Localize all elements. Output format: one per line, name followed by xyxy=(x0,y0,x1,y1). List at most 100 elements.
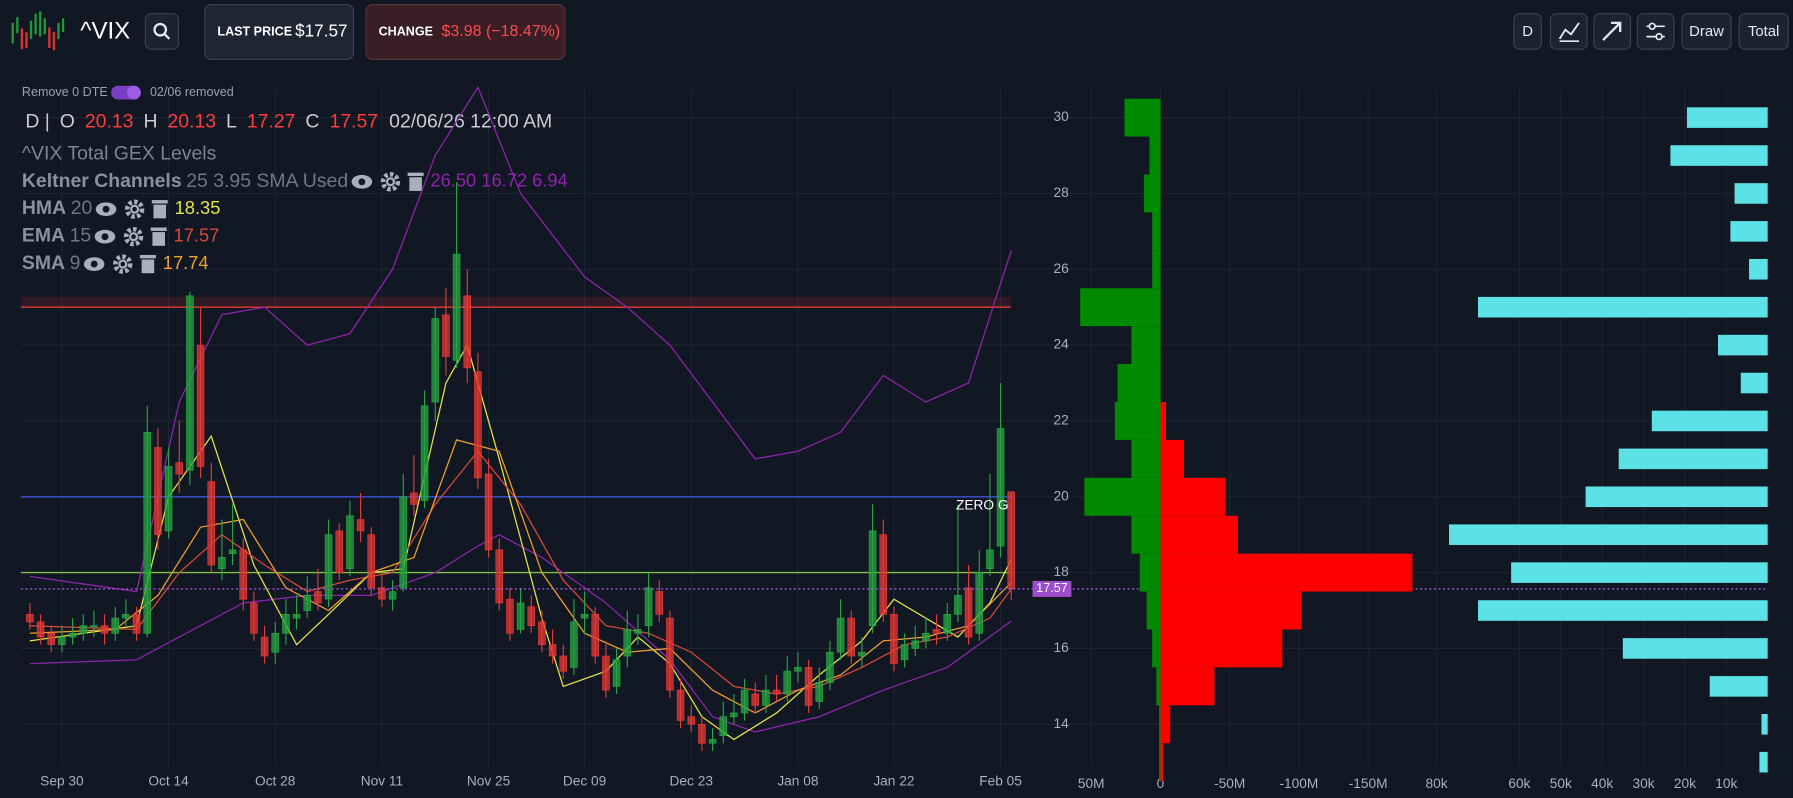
ohlc-legend: D | O 20.13 H 20.13 L 17.27 C 17.57 02/0… xyxy=(25,110,552,132)
indicator-value: 17.74 xyxy=(163,252,209,273)
x-tick-label: 20k xyxy=(1674,776,1696,791)
candle-body xyxy=(111,617,120,634)
toggle-switch[interactable] xyxy=(111,85,141,100)
settings-icon[interactable] xyxy=(123,226,144,247)
draw-button[interactable]: Draw xyxy=(1681,13,1732,50)
interval-button[interactable]: D xyxy=(1513,13,1542,50)
candle-body xyxy=(399,496,408,589)
candle-body xyxy=(772,689,781,695)
candle-body xyxy=(719,716,728,736)
gex-bar xyxy=(1131,439,1161,478)
indicator-name: SMA xyxy=(22,252,65,274)
eye-pupil xyxy=(90,260,98,268)
visibility-icon[interactable] xyxy=(94,229,116,244)
indicator-line xyxy=(29,450,1012,695)
indicator-value: 18.35 xyxy=(175,197,221,218)
candle-body xyxy=(516,602,525,630)
y-tick-label: 16 xyxy=(1054,640,1070,655)
candle-body xyxy=(282,613,290,634)
candle-body xyxy=(36,621,45,638)
draw-button-label: Draw xyxy=(1689,24,1724,40)
gex-bar xyxy=(1131,326,1161,365)
x-tick-label: Nov 25 xyxy=(467,774,511,789)
candle-body xyxy=(218,557,226,570)
candle-body xyxy=(164,466,173,532)
last-price-box xyxy=(204,4,355,61)
volume-bar xyxy=(1686,107,1768,128)
gex-bar xyxy=(1156,667,1161,706)
candle-body xyxy=(388,591,397,600)
candle-body xyxy=(890,613,898,664)
candle-body xyxy=(1007,491,1016,590)
visibility-icon[interactable] xyxy=(95,202,117,217)
y-tick-label: 30 xyxy=(1054,109,1070,124)
x-tick-label: Feb 05 xyxy=(979,774,1022,789)
change: $3.98 (−18.47%) xyxy=(441,23,560,40)
gear-hole xyxy=(132,206,137,212)
volume-bar xyxy=(1761,713,1768,735)
y-tick-label: 18 xyxy=(1054,564,1070,579)
candle-body xyxy=(975,572,984,634)
x-tick-label: 0 xyxy=(1157,776,1165,791)
settings-icon[interactable] xyxy=(380,172,401,192)
delete-icon[interactable] xyxy=(407,172,424,191)
candle-body xyxy=(730,712,738,718)
candle-body xyxy=(687,716,696,725)
candle-body xyxy=(900,644,909,661)
low-value: 17.27 xyxy=(247,110,296,132)
candle-body xyxy=(346,515,354,570)
high-value: 20.13 xyxy=(167,110,216,132)
indicator-value: 26.50 16.72 6.94 xyxy=(430,170,567,191)
toggle-label: Remove 0 DTE xyxy=(22,85,108,99)
gex-bar xyxy=(1152,629,1161,668)
candle-body xyxy=(570,621,578,668)
search-button[interactable] xyxy=(144,13,180,50)
volume-bar xyxy=(1759,751,1768,773)
gear-hole xyxy=(388,179,393,185)
delete-icon[interactable] xyxy=(139,254,156,274)
y-tick-label: 14 xyxy=(1054,716,1070,731)
candle-body xyxy=(858,651,866,657)
gex-bar xyxy=(1149,136,1161,175)
settings-button[interactable] xyxy=(1636,13,1675,50)
x-tick-label: 50k xyxy=(1550,776,1572,791)
level-band xyxy=(20,296,1011,308)
gex-bar xyxy=(1152,250,1161,289)
candle-body xyxy=(602,655,610,691)
volume-bar xyxy=(1709,676,1768,697)
trend-button[interactable] xyxy=(1593,13,1632,50)
candle-body xyxy=(548,644,557,657)
visibility-icon[interactable] xyxy=(83,257,105,271)
datetime: 02/06/26 12:00 AM xyxy=(389,110,552,132)
candle-body xyxy=(698,723,706,744)
visibility-icon[interactable] xyxy=(351,174,373,189)
candle-body xyxy=(783,670,792,695)
candle-body xyxy=(559,655,568,672)
volume-bar xyxy=(1740,372,1768,394)
gex-bar xyxy=(1160,591,1302,630)
total-button[interactable]: Total xyxy=(1738,13,1789,50)
y-tick-label: 22 xyxy=(1054,413,1069,428)
settings-icon[interactable] xyxy=(113,254,133,274)
gex-bar xyxy=(1160,439,1185,478)
x-tick-label: Dec 23 xyxy=(670,774,714,789)
candle-body xyxy=(68,632,77,638)
candle-body xyxy=(964,587,973,638)
candle-body xyxy=(708,739,717,744)
candle-body xyxy=(314,591,322,604)
candle-body xyxy=(538,621,546,645)
delete-icon[interactable] xyxy=(151,200,168,219)
candle-body xyxy=(324,534,333,600)
volume-bar xyxy=(1449,524,1768,545)
settings-icon[interactable] xyxy=(124,199,145,219)
delete-icon[interactable] xyxy=(150,227,167,246)
indicator-name: HMA xyxy=(22,197,66,219)
gex-bar xyxy=(1159,705,1161,744)
gear-hole xyxy=(131,234,136,239)
candle-body xyxy=(378,587,386,600)
trash-body xyxy=(409,177,422,191)
trash-body xyxy=(152,232,165,246)
indicators-button[interactable] xyxy=(1549,13,1588,50)
trash-body xyxy=(141,259,155,274)
